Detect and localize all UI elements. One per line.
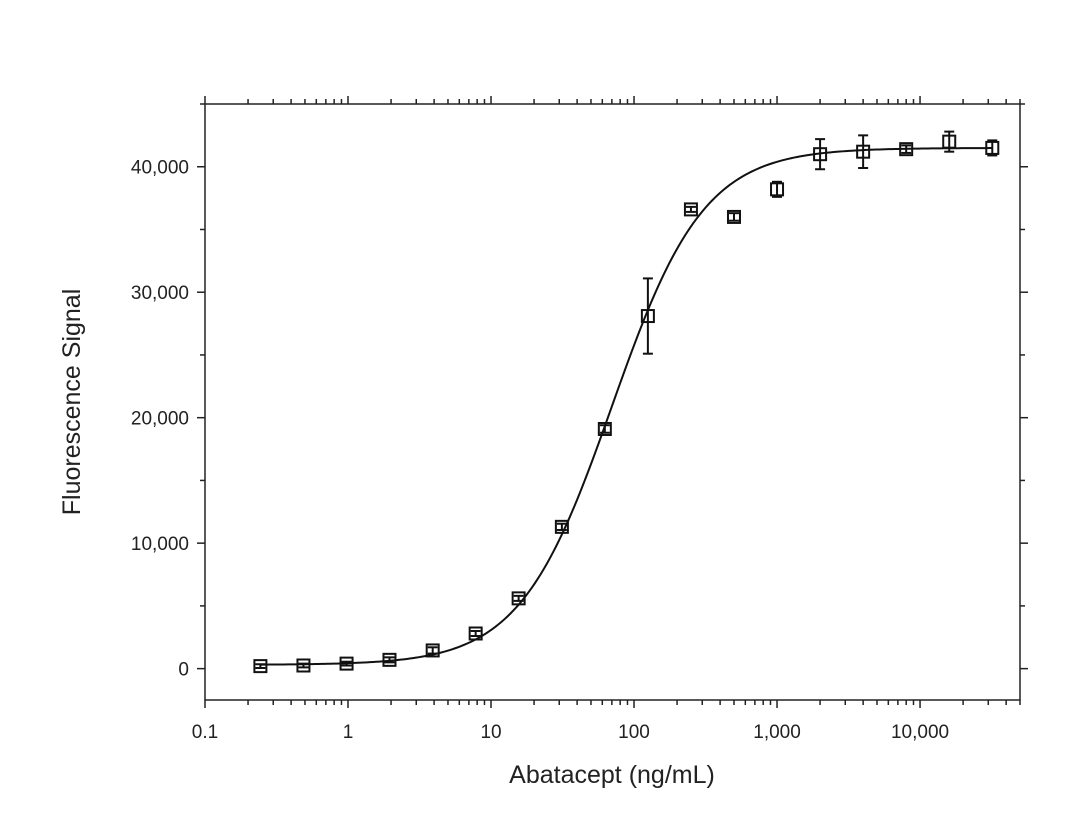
- data-point: [382, 652, 397, 667]
- data-point: [856, 144, 871, 159]
- x-tick-label: 0.1: [192, 722, 218, 743]
- data-point: [425, 643, 440, 658]
- x-axis-tick-labels: 0.1 1 10 100 1,000 10,000: [192, 722, 949, 743]
- y-tick-label: 10,000: [131, 534, 189, 555]
- data-point: [770, 182, 785, 197]
- data-point: [683, 202, 698, 217]
- x-tick-label: 100: [618, 722, 650, 743]
- y-axis-tick-labels: 0 10,000 20,000 30,000 40,000: [131, 158, 189, 681]
- data-point: [296, 658, 311, 673]
- data-point: [253, 659, 268, 674]
- data-point: [511, 591, 526, 606]
- x-tick-label: 1: [343, 722, 354, 743]
- x-tick-label: 10,000: [891, 722, 949, 743]
- data-point: [813, 147, 828, 162]
- x-tick-label: 1,000: [753, 722, 801, 743]
- data-point: [468, 626, 483, 641]
- data-markers: [253, 134, 1000, 674]
- y-axis-title: Fluorescence Signal: [58, 289, 86, 516]
- data-point: [726, 209, 741, 224]
- data-point: [899, 142, 914, 157]
- data-point: [985, 140, 1000, 155]
- data-point: [597, 421, 612, 436]
- error-bars: [255, 130, 998, 670]
- x-tick-label: 10: [480, 722, 501, 743]
- fit-curve: [260, 147, 993, 666]
- data-point: [942, 134, 957, 149]
- y-tick-label: 0: [178, 660, 189, 681]
- y-tick-label: 40,000: [131, 158, 189, 179]
- y-axis-ticks: [197, 103, 1028, 670]
- x-axis-ticks: [204, 96, 1021, 708]
- y-tick-label: 20,000: [131, 409, 189, 430]
- data-point: [339, 656, 354, 671]
- data-point: [554, 519, 569, 534]
- x-axis-title: Abatacept (ng/mL): [509, 761, 715, 789]
- data-point: [640, 309, 655, 324]
- y-tick-label: 30,000: [131, 283, 189, 304]
